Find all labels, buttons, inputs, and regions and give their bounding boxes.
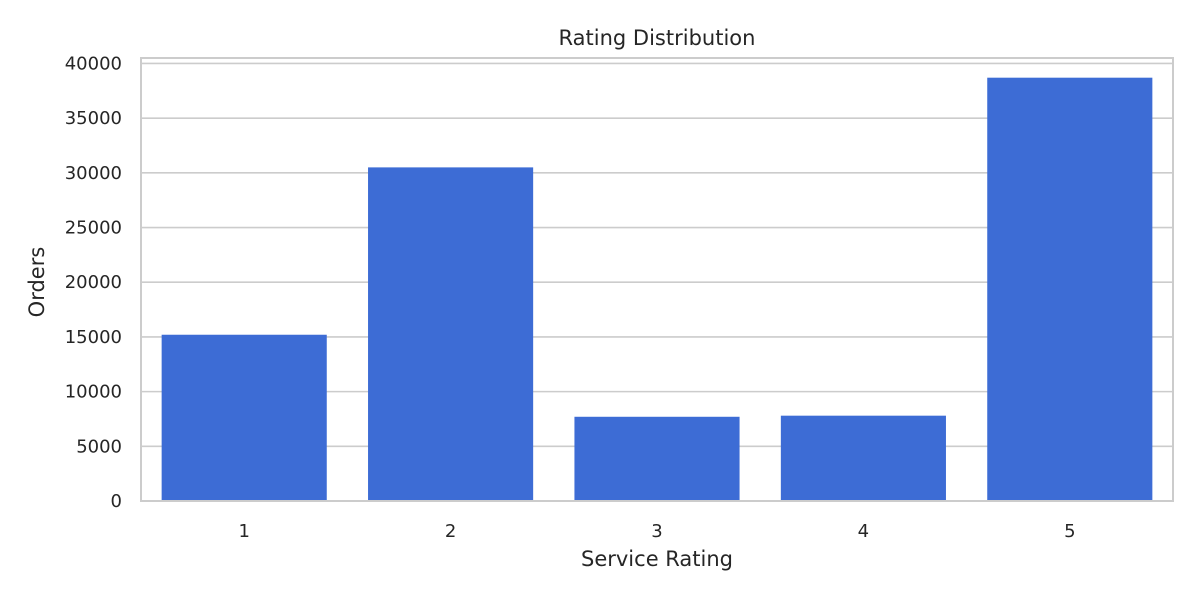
y-tick-label: 20000	[65, 272, 122, 293]
x-tick-label: 2	[445, 521, 456, 542]
bar-rating-4	[780, 415, 946, 501]
y-tick-label: 0	[111, 491, 122, 512]
y-tick-label: 10000	[65, 382, 122, 403]
y-tick-label: 15000	[65, 327, 122, 348]
y-tick-label: 40000	[65, 53, 122, 74]
bar-rating-1	[161, 334, 327, 501]
x-axis-label: Service Rating	[581, 547, 733, 571]
bars	[161, 77, 1153, 501]
x-tick-label: 1	[238, 521, 249, 542]
plot-frame	[140, 57, 1174, 502]
x-tick-labels: 1 2 3 4 5	[238, 521, 1075, 542]
x-tick-label: 4	[858, 521, 869, 542]
y-tick-label: 5000	[76, 436, 122, 457]
chart-title: Rating Distribution	[559, 26, 756, 50]
x-tick-label: 5	[1064, 521, 1075, 542]
bar-rating-2	[368, 167, 534, 501]
y-tick-label: 25000	[65, 218, 122, 239]
y-axis-label: Orders	[25, 247, 49, 318]
y-tick-label: 30000	[65, 163, 122, 184]
bar-rating-3	[574, 416, 740, 501]
y-tick-label: 35000	[65, 108, 122, 129]
bar-rating-5	[987, 77, 1153, 501]
x-tick-label: 3	[651, 521, 662, 542]
y-tick-labels: 0 5000 10000 15000 20000 25000 30000 35000 40000	[65, 53, 122, 512]
